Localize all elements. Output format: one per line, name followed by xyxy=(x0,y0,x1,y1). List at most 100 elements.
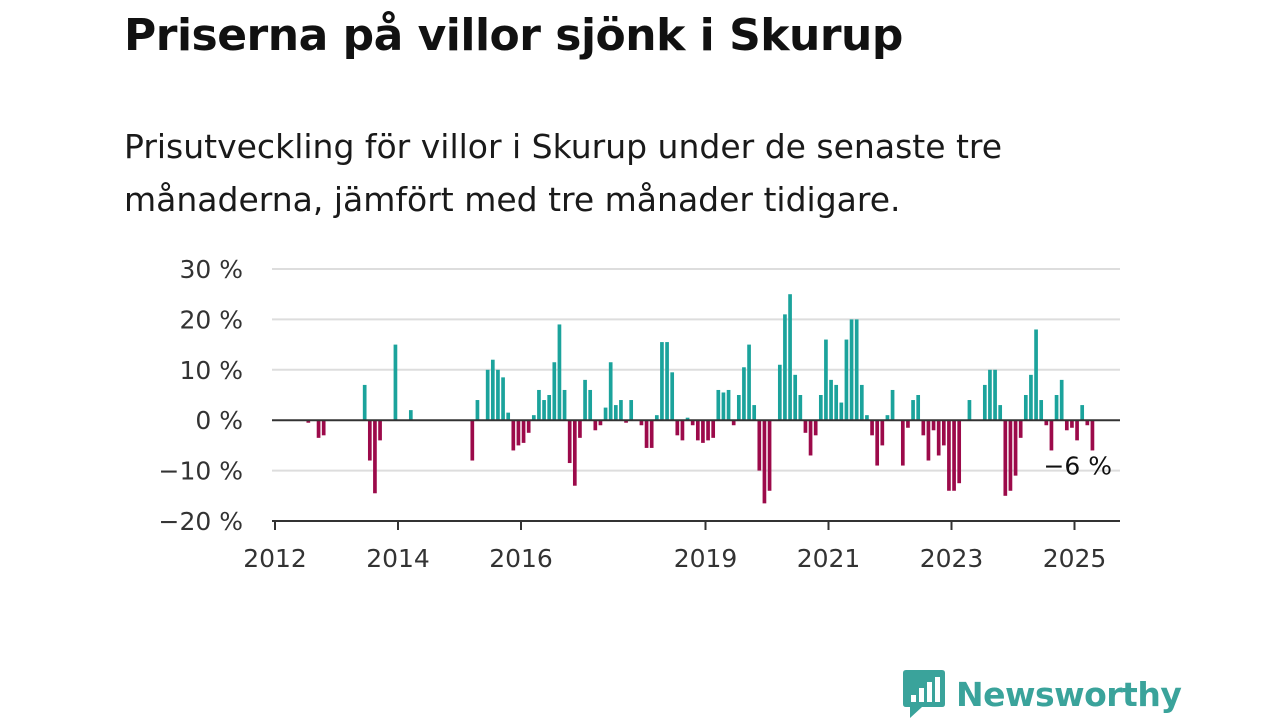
newsworthy-logo-icon xyxy=(903,670,945,718)
tick-labels: 30 % 20 % 10 % 0 % −10 % −20 %2012 2014 2016 201… xyxy=(159,255,1112,573)
y-tick-label: −20 % xyxy=(159,507,243,536)
bar xyxy=(844,339,849,421)
bar xyxy=(526,420,531,433)
bar xyxy=(988,369,992,421)
bar xyxy=(854,319,859,421)
bar xyxy=(1049,420,1054,451)
bar xyxy=(993,369,997,421)
bar xyxy=(900,420,905,466)
bar xyxy=(731,420,736,426)
bar xyxy=(967,400,972,421)
bar xyxy=(885,415,890,421)
bar xyxy=(941,420,946,446)
bar xyxy=(470,420,475,461)
bar xyxy=(547,395,552,421)
bar xyxy=(593,420,598,431)
chart-title: Priserna på villor sjönk i Skurup xyxy=(124,10,903,61)
bar xyxy=(906,420,910,428)
bar xyxy=(562,389,567,421)
bar xyxy=(829,379,833,421)
bar xyxy=(947,420,951,491)
bar xyxy=(1034,329,1038,421)
bar xyxy=(362,384,367,421)
bar xyxy=(742,367,746,421)
bar xyxy=(557,324,562,421)
bar xyxy=(501,377,505,421)
x-tick-label: 2023 xyxy=(920,544,984,573)
bar xyxy=(808,420,813,456)
bar xyxy=(629,400,634,421)
bar xyxy=(552,362,557,421)
bar xyxy=(798,395,803,421)
bar xyxy=(537,389,541,421)
bar xyxy=(767,420,772,491)
bar xyxy=(639,420,644,426)
bar xyxy=(521,420,526,443)
x-tick-label: 2016 xyxy=(489,544,553,573)
bar xyxy=(506,412,511,421)
bar xyxy=(936,420,941,456)
bar xyxy=(926,420,931,461)
bar xyxy=(890,389,895,421)
bar xyxy=(675,420,680,436)
y-tick-label: 30 % xyxy=(179,255,243,284)
bar xyxy=(578,420,582,438)
bar xyxy=(531,415,536,421)
bar xyxy=(757,420,762,471)
last-value-label: −6 % xyxy=(1043,451,1112,480)
bar xyxy=(803,420,808,433)
y-tick-label: 0 % xyxy=(195,406,243,435)
brand-logo: Newsworthy xyxy=(902,668,1182,720)
bar xyxy=(378,420,382,441)
y-tick-label: 20 % xyxy=(179,305,243,334)
x-tick-label: 2014 xyxy=(366,544,430,573)
bar xyxy=(685,417,690,421)
bar xyxy=(870,420,874,436)
bar xyxy=(1008,420,1013,491)
bar xyxy=(1080,405,1085,421)
bar xyxy=(998,405,1003,421)
bar xyxy=(660,342,664,421)
bar xyxy=(701,420,705,443)
bar xyxy=(824,339,828,421)
bar xyxy=(793,374,798,421)
bar xyxy=(1075,420,1079,441)
chart-subtitle: Prisutveckling för villor i Skurup under… xyxy=(124,127,1003,219)
bar xyxy=(316,420,321,438)
bar xyxy=(931,420,936,431)
bar xyxy=(1070,420,1074,428)
bar xyxy=(649,420,654,448)
bar xyxy=(608,362,613,421)
bar xyxy=(516,420,521,446)
bar xyxy=(834,384,839,421)
bar xyxy=(695,420,700,441)
bar xyxy=(813,420,818,436)
bar xyxy=(665,342,669,421)
bar xyxy=(788,294,792,421)
bar xyxy=(1029,374,1033,421)
bar xyxy=(1013,420,1018,476)
bar xyxy=(624,420,628,423)
bar xyxy=(777,364,782,421)
grid-lines xyxy=(272,268,1120,472)
bar xyxy=(373,420,377,494)
bar xyxy=(1085,420,1090,426)
bar xyxy=(1059,379,1064,421)
bar xyxy=(957,420,962,484)
bar xyxy=(367,420,372,461)
bar xyxy=(747,344,751,421)
bar xyxy=(603,407,608,421)
bar xyxy=(716,389,721,421)
bar xyxy=(783,314,787,421)
bar xyxy=(880,420,885,446)
bar xyxy=(865,415,869,421)
bar xyxy=(736,395,741,421)
bar xyxy=(952,420,956,491)
y-tick-label: −10 % xyxy=(159,457,243,486)
axes xyxy=(272,419,1120,530)
bar xyxy=(1064,420,1069,431)
bar xyxy=(839,402,844,421)
bar xyxy=(1039,400,1044,421)
bar xyxy=(567,420,572,464)
bar xyxy=(583,379,587,421)
